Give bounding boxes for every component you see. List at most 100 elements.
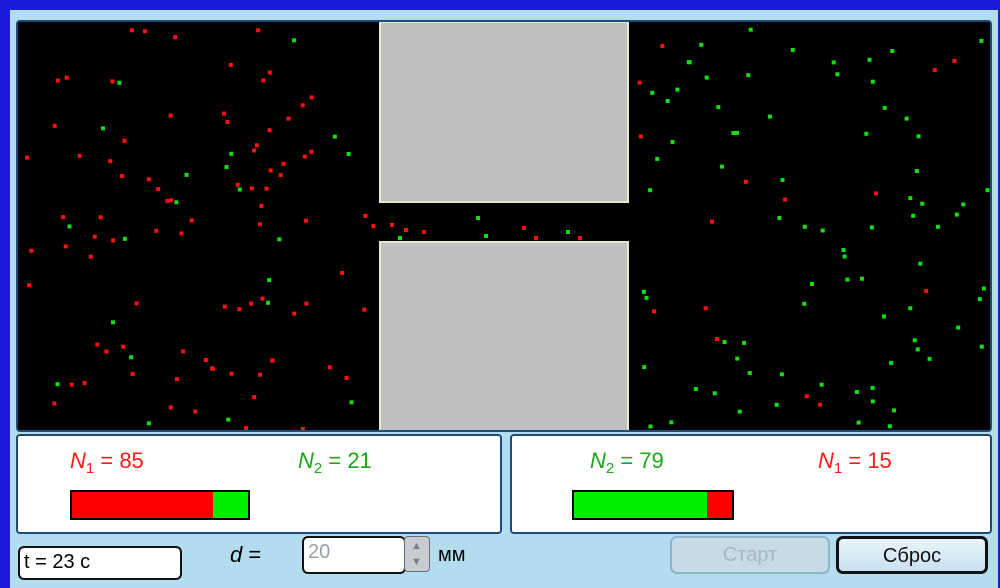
upper-wall (379, 22, 629, 203)
green-particle (867, 57, 872, 62)
gap-width-input[interactable]: 20 (302, 536, 406, 574)
green-particle (226, 417, 231, 422)
green-particle (670, 140, 675, 144)
spinner-down-icon[interactable]: ▼ (411, 556, 422, 568)
gap-width-spinner[interactable]: ▲ ▼ (404, 536, 430, 572)
red-particle (228, 63, 233, 67)
red-particle (88, 254, 93, 259)
red-particle (371, 224, 376, 229)
red-particle (363, 213, 368, 218)
green-particle (55, 382, 60, 387)
red-particle (108, 159, 113, 164)
red-particle (260, 296, 265, 301)
green-particle (650, 90, 655, 95)
green-particle (856, 420, 861, 425)
red-particle (522, 226, 526, 230)
green-particle (870, 385, 875, 390)
red-particle (64, 75, 69, 80)
red-particle (130, 372, 135, 377)
green-particle (267, 278, 272, 283)
green-particle (67, 224, 72, 229)
green-particle (699, 42, 704, 47)
red-particle (98, 215, 103, 220)
green-particle (908, 196, 913, 201)
green-particle (920, 201, 925, 206)
green-particle (184, 172, 189, 177)
green-particle (780, 178, 785, 182)
red-particle (952, 58, 957, 63)
red-particle (256, 28, 261, 33)
green-particle (979, 344, 984, 349)
green-particle (774, 402, 779, 407)
green-particle (911, 213, 916, 218)
red-particle (169, 198, 174, 203)
d-label: d = (230, 542, 262, 567)
green-particle (747, 371, 752, 375)
green-particle (914, 169, 919, 173)
green-particle (693, 387, 698, 391)
red-particle (210, 366, 215, 371)
red-particle (222, 304, 227, 309)
red-particle (92, 234, 97, 239)
green-particle (841, 248, 846, 252)
green-particle (835, 72, 840, 77)
red-particle (714, 337, 719, 342)
start-button[interactable]: Старт (670, 536, 830, 574)
green-particle (735, 356, 740, 361)
green-particle (912, 338, 917, 343)
green-particle (956, 325, 961, 330)
green-particle (669, 420, 674, 425)
red-particle (534, 236, 538, 240)
red-particle (660, 44, 665, 48)
red-particle (703, 306, 708, 311)
red-particle (258, 372, 263, 377)
red-particle (229, 371, 234, 376)
green-particle (916, 134, 921, 139)
red-particle (743, 179, 748, 184)
red-particle (300, 426, 305, 430)
green-particle (842, 254, 847, 259)
red-particle (259, 203, 264, 208)
green-particle (977, 297, 982, 302)
reset-button[interactable]: Сброс (836, 536, 988, 574)
green-particle (860, 276, 864, 281)
red-particle (29, 248, 34, 253)
red-particle (193, 409, 198, 414)
red-particle (154, 228, 159, 233)
red-particle (95, 342, 100, 347)
spinner-up-icon[interactable]: ▲ (411, 540, 422, 552)
green-particle (904, 116, 909, 121)
time-field[interactable]: t = 23 c (18, 546, 182, 580)
green-particle (790, 48, 795, 52)
green-particle (398, 236, 402, 240)
green-particle (111, 320, 115, 325)
green-particle (737, 409, 742, 414)
left-n2-label: N2 = 21 (298, 448, 372, 477)
red-particle (304, 301, 309, 306)
green-particle (641, 289, 646, 294)
red-particle (104, 349, 109, 354)
green-particle (820, 228, 825, 233)
red-particle (709, 219, 714, 224)
red-particle (340, 271, 345, 275)
unit-label: мм (438, 544, 466, 566)
green-particle (484, 234, 488, 238)
red-particle (254, 143, 259, 148)
green-particle (704, 75, 709, 80)
red-particle (120, 174, 124, 178)
right-chamber-panel: N2 = 79 N1 = 15 (510, 434, 992, 534)
red-particle (173, 35, 178, 40)
green-particle (918, 261, 923, 266)
red-particle (390, 223, 394, 227)
red-particle (134, 301, 139, 306)
red-particle (257, 222, 262, 227)
red-particle (404, 228, 408, 232)
red-particle (181, 349, 186, 354)
red-particle (267, 70, 272, 75)
green-particle (802, 301, 807, 306)
red-particle (268, 168, 273, 173)
green-particle (686, 60, 691, 65)
green-particle (777, 216, 782, 220)
left-bar-red-segment (72, 492, 213, 518)
green-particle (731, 131, 736, 135)
